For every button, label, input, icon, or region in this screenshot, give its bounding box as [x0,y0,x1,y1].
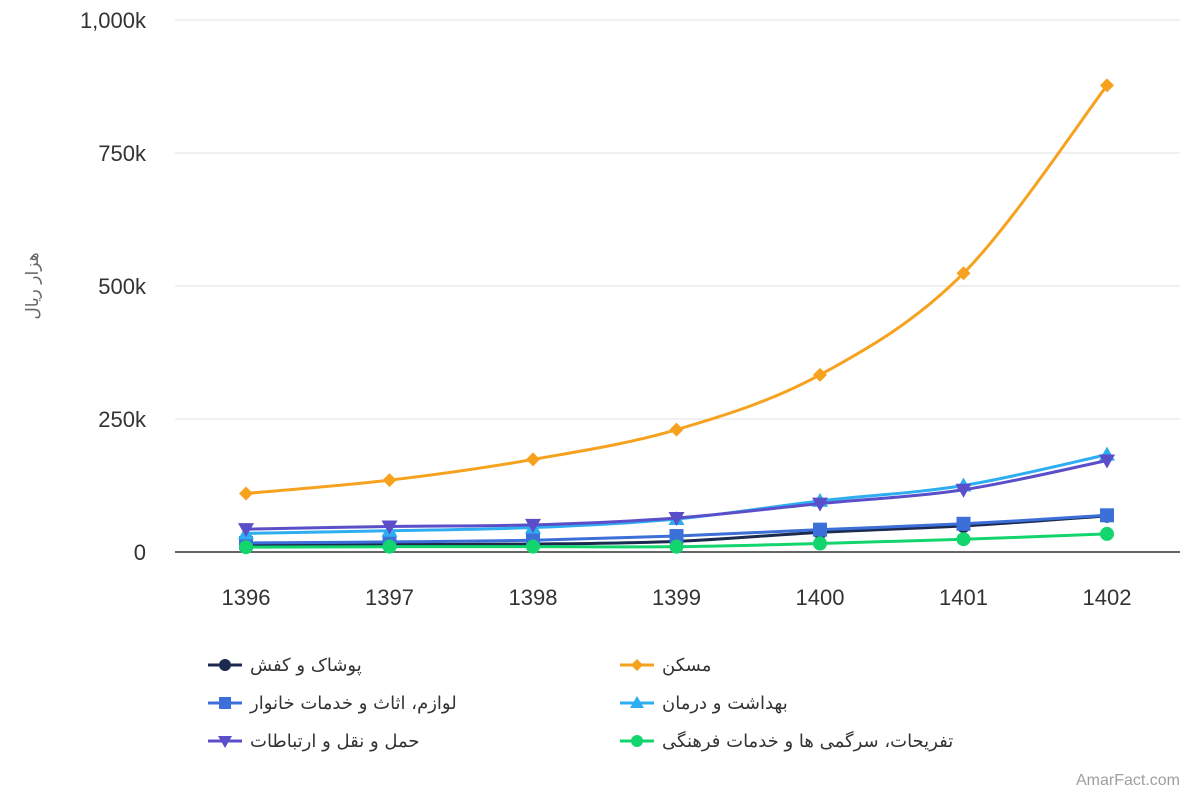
data-point [813,522,827,537]
legend-item[interactable]: مسکن [620,650,711,680]
x-tick-label: 1399 [652,585,701,610]
data-point [239,486,253,501]
data-point [1100,78,1114,93]
data-point [1100,526,1114,541]
legend-item[interactable]: بهداشت و درمان [620,688,788,718]
x-axis-tick-labels: 1396 1397 1398 1399 1400 1401 1402 [222,585,1132,610]
data-point [382,539,397,554]
legend-swatch-icon [208,736,242,748]
data-point [525,518,541,533]
data-point [668,511,685,526]
legend-swatch-icon [620,735,654,747]
y-tick-label: 0 [134,540,146,565]
x-tick-label: 1396 [222,585,271,610]
legend-item[interactable]: لوازم، اثاث و خدمات خانوار [208,688,457,718]
legend-item[interactable]: پوشاک و کفش [208,650,362,680]
y-axis-tick-labels: 0 250k 500k 750k 1,000k [80,8,147,565]
series-4 [238,454,1115,538]
data-point [813,367,827,382]
series-5 [239,526,1114,555]
watermark: AmarFact.com [1075,772,1180,789]
legend-swatch-icon [620,696,654,708]
data-point [1099,454,1115,469]
legend-label: لوازم، اثاث و خدمات خانوار [250,692,457,714]
legend-swatch-icon [208,659,242,671]
series-1 [239,78,1114,501]
data-point [813,536,827,551]
y-tick-label: 1,000k [80,8,147,33]
y-tick-label: 500k [98,274,147,299]
x-tick-label: 1398 [509,585,558,610]
legend-item[interactable]: تفریحات، سرگمی ها و خدمات فرهنگی [620,726,953,756]
legend-label: مسکن [662,654,712,676]
legend-item[interactable]: حمل و نقل و ارتباطات [208,726,420,756]
x-tick-label: 1402 [1083,585,1132,610]
data-point [669,529,684,544]
data-point [955,483,972,498]
x-tick-label: 1397 [365,585,414,610]
data-point [239,540,253,555]
data-point [956,516,971,531]
data-point [526,539,540,554]
data-point [1100,508,1114,523]
data-point [669,422,684,437]
data-point [526,452,540,467]
data-point [238,523,254,538]
y-axis-label: هزار ریال [23,252,43,319]
legend-swatch-icon [208,697,242,709]
data-point [669,539,684,554]
legend-label: حمل و نقل و ارتباطات [250,730,420,752]
legend-label: پوشاک و کفش [250,654,362,676]
data-point [381,520,398,535]
legend-label: بهداشت و درمان [662,692,788,714]
x-tick-label: 1401 [939,585,988,610]
data-point [956,266,971,281]
x-tick-label: 1400 [796,585,845,610]
data-point [812,497,828,512]
legend-swatch-icon [620,659,654,671]
y-tick-label: 750k [98,141,147,166]
y-tick-label: 250k [98,407,147,432]
legend-label: تفریحات، سرگمی ها و خدمات فرهنگی [662,730,954,752]
data-point [382,473,397,488]
data-point [956,532,971,547]
series-lines [238,78,1115,555]
